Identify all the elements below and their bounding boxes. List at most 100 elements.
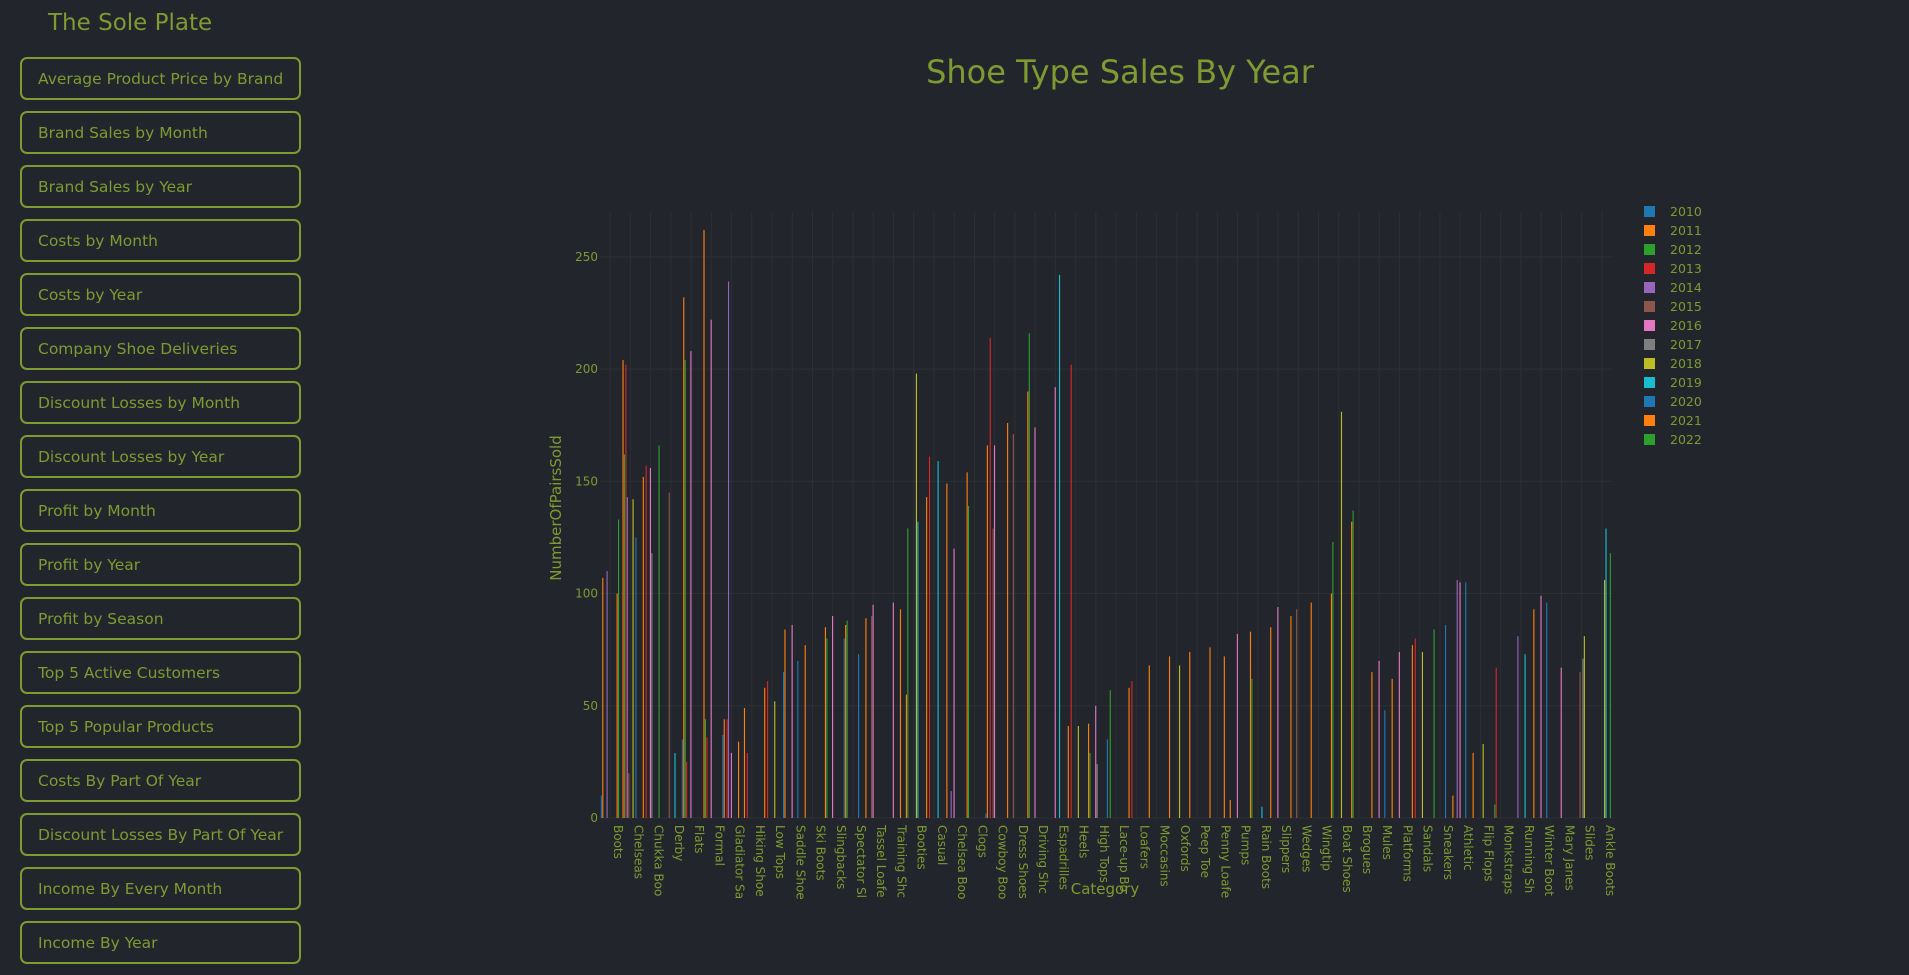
legend-label[interactable]: 2017 <box>1670 337 1702 352</box>
bar[interactable] <box>1249 631 1252 818</box>
bar[interactable] <box>628 773 630 818</box>
bar[interactable] <box>1459 582 1461 818</box>
legend-label[interactable]: 2021 <box>1670 413 1702 428</box>
bar[interactable] <box>1189 651 1191 818</box>
bar[interactable] <box>1452 795 1454 818</box>
bar[interactable] <box>824 627 827 818</box>
bar[interactable] <box>1456 580 1458 818</box>
bar[interactable] <box>1277 607 1279 818</box>
bar[interactable] <box>1494 804 1496 818</box>
bar[interactable] <box>1209 647 1211 818</box>
bar[interactable] <box>1605 528 1607 818</box>
bar[interactable] <box>622 360 624 818</box>
bar[interactable] <box>1495 667 1497 818</box>
bar[interactable] <box>703 229 705 818</box>
bar[interactable] <box>674 752 676 818</box>
legend-swatch[interactable] <box>1644 263 1655 274</box>
bar[interactable] <box>871 616 873 818</box>
bar[interactable] <box>1371 672 1373 818</box>
bar[interactable] <box>986 445 988 818</box>
legend-swatch[interactable] <box>1644 358 1655 369</box>
bar[interactable] <box>722 734 724 818</box>
bar[interactable] <box>1378 660 1380 818</box>
bar[interactable] <box>746 752 748 818</box>
bar[interactable] <box>1533 609 1535 818</box>
bar[interactable] <box>764 687 766 818</box>
bar[interactable] <box>684 360 686 818</box>
bar[interactable] <box>989 337 991 818</box>
legend-swatch[interactable] <box>1644 301 1655 312</box>
bar[interactable] <box>915 373 917 818</box>
bar[interactable] <box>635 537 637 818</box>
bar[interactable] <box>1095 705 1097 818</box>
bar[interactable] <box>668 492 670 818</box>
bar[interactable] <box>1067 725 1069 818</box>
bar[interactable] <box>626 497 628 818</box>
bar[interactable] <box>1384 710 1386 818</box>
bar[interactable] <box>950 791 952 818</box>
bar[interactable] <box>791 624 793 818</box>
bar[interactable] <box>1582 658 1584 818</box>
bar[interactable] <box>966 472 968 818</box>
bar[interactable] <box>726 719 728 818</box>
legend-swatch[interactable] <box>1644 244 1655 255</box>
bar[interactable] <box>651 553 653 818</box>
bar[interactable] <box>865 618 867 818</box>
bar[interactable] <box>1340 411 1343 818</box>
nav-button-income-by-every-month[interactable]: Income By Every Month <box>20 867 301 910</box>
legend-label[interactable]: 2014 <box>1670 280 1702 295</box>
bar[interactable] <box>1579 672 1581 818</box>
bar[interactable] <box>738 741 740 818</box>
bar[interactable] <box>1391 678 1393 818</box>
bar[interactable] <box>1131 681 1133 818</box>
bar[interactable] <box>1433 629 1435 818</box>
bar[interactable] <box>1398 651 1400 818</box>
bar[interactable] <box>1027 391 1029 818</box>
bar[interactable] <box>797 660 799 818</box>
bar[interactable] <box>723 719 725 818</box>
bar[interactable] <box>1034 427 1036 818</box>
bar[interactable] <box>937 461 939 818</box>
bar[interactable] <box>872 604 874 818</box>
bar[interactable] <box>645 465 647 818</box>
bar[interactable] <box>1089 752 1091 818</box>
bar[interactable] <box>1178 665 1181 818</box>
nav-button-company-shoe-deliveries[interactable]: Company Shoe Deliveries <box>20 327 301 370</box>
nav-button-costs-by-month[interactable]: Costs by Month <box>20 219 301 262</box>
bar[interactable] <box>1472 752 1474 818</box>
legend-swatch[interactable] <box>1644 396 1655 407</box>
bar[interactable] <box>826 638 828 818</box>
bar[interactable] <box>704 719 706 818</box>
bar[interactable] <box>907 528 909 818</box>
nav-button-brand-sales-by-month[interactable]: Brand Sales by Month <box>20 111 301 154</box>
bar[interactable] <box>985 813 987 818</box>
bar[interactable] <box>1054 387 1056 818</box>
bar[interactable] <box>905 694 907 818</box>
nav-button-costs-by-part-of-year[interactable]: Costs By Part Of Year <box>20 759 301 802</box>
legend-label[interactable]: 2015 <box>1670 299 1702 314</box>
bar[interactable] <box>946 483 948 818</box>
bar[interactable] <box>649 467 652 818</box>
bar[interactable] <box>1524 654 1526 818</box>
bar[interactable] <box>681 739 683 818</box>
nav-button-top-5-active-customers[interactable]: Top 5 Active Customers <box>20 651 301 694</box>
legend-label[interactable]: 2018 <box>1670 356 1702 371</box>
bar[interactable] <box>767 681 769 818</box>
bar[interactable] <box>602 577 604 818</box>
bar[interactable] <box>1332 541 1334 818</box>
bar[interactable] <box>606 571 608 818</box>
bar[interactable] <box>1482 743 1484 818</box>
bar[interactable] <box>1421 651 1423 818</box>
nav-button-top-5-popular-products[interactable]: Top 5 Popular Products <box>20 705 301 748</box>
bar[interactable] <box>1411 645 1413 818</box>
legend-swatch[interactable] <box>1644 282 1655 293</box>
bar[interactable] <box>1560 667 1562 818</box>
bar[interactable] <box>1028 333 1030 818</box>
legend-swatch[interactable] <box>1644 434 1655 445</box>
bar[interactable] <box>618 519 620 818</box>
bar[interactable] <box>1236 633 1238 818</box>
bar[interactable] <box>1251 678 1253 818</box>
bar[interactable] <box>1106 739 1108 818</box>
bar[interactable] <box>1465 582 1467 818</box>
legend-swatch[interactable] <box>1644 415 1655 426</box>
